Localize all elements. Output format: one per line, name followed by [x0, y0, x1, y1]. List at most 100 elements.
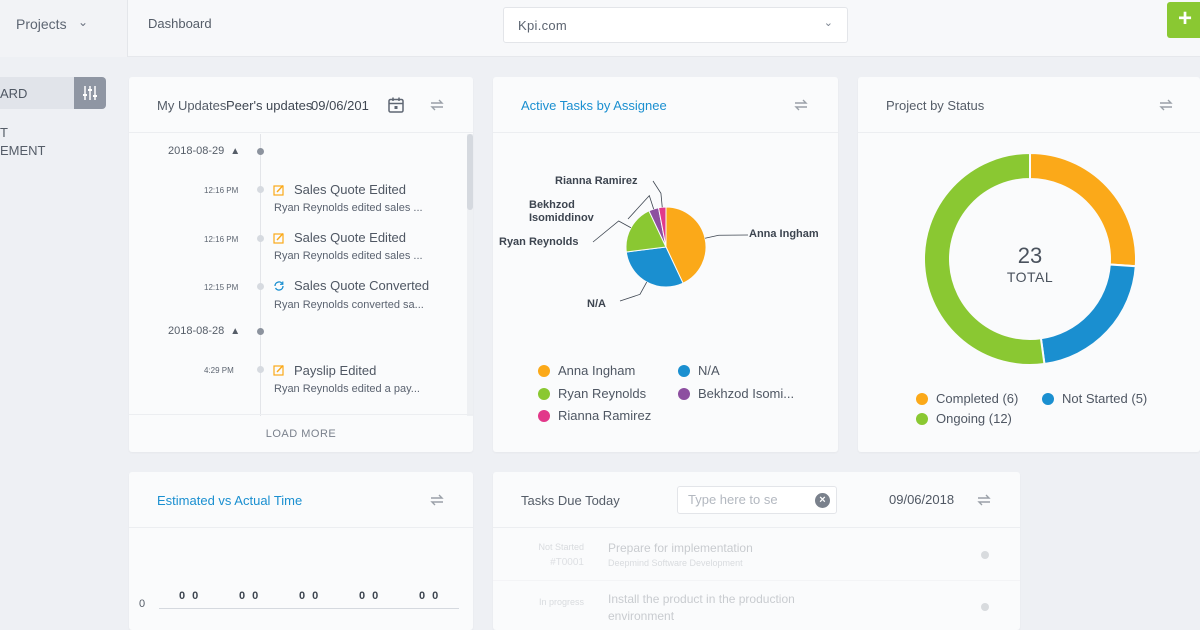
card-header: Active Tasks by Assignee — [493, 77, 838, 133]
legend-item[interactable]: Rianna Ramirez — [538, 408, 651, 423]
refresh-icon[interactable] — [975, 491, 993, 509]
event-time: 4:29 PM — [204, 366, 234, 375]
date-label: 2018-08-29 — [168, 145, 225, 157]
event-title[interactable]: Payslip Edited — [294, 363, 377, 378]
projects-dropdown[interactable]: Projects ⌄ — [0, 0, 128, 57]
legend-dot — [916, 393, 928, 405]
legend-item[interactable]: Ongoing (12) — [916, 411, 1012, 426]
bar-value-label: 0 0 — [419, 590, 441, 602]
task-search-input[interactable] — [688, 492, 808, 507]
edit-icon — [273, 185, 284, 196]
event-desc: Ryan Reynolds edited sales ... — [274, 250, 423, 262]
sidebar-item-text[interactable]: T — [0, 125, 8, 140]
task-status: In progress — [538, 597, 584, 607]
pie-slice[interactable] — [665, 206, 707, 284]
sidebar-item-dashboard[interactable]: ARD — [0, 77, 106, 109]
refresh-icon[interactable] — [428, 491, 446, 509]
legend-label: Ongoing (12) — [936, 411, 1012, 426]
timeline-line — [260, 134, 261, 416]
timeline-dot — [257, 283, 264, 290]
task-title: Install the product in the production — [608, 592, 795, 606]
active-tasks-card: Active Tasks by Assignee Rianna Ramirez … — [493, 77, 838, 452]
company-select[interactable]: Kpi.com ⌄ — [503, 7, 848, 43]
x-axis-line — [159, 608, 459, 609]
breadcrumb: Dashboard — [148, 16, 212, 31]
task-row[interactable]: In progress Install the product in the p… — [493, 581, 1020, 630]
sidebar-item-text[interactable]: EMENT — [0, 143, 46, 158]
legend-label: Anna Ingham — [558, 363, 636, 378]
card-header: Estimated vs Actual Time — [129, 472, 473, 528]
sliders-icon — [83, 86, 97, 100]
donut-center: 23 TOTAL — [940, 77, 1120, 397]
tab-peers-updates[interactable]: Peer's updates — [226, 98, 313, 113]
pie-slice[interactable] — [625, 246, 684, 288]
donut-total-label: TOTAL — [1006, 269, 1054, 285]
card-header: My Updates Peer's updates 09/06/201 — [129, 77, 473, 133]
event-desc: Ryan Reynolds edited sales ... — [274, 202, 423, 214]
legend-item[interactable]: N/A — [678, 363, 720, 378]
event-time: 12:15 PM — [204, 283, 239, 292]
legend-dot — [916, 413, 928, 425]
task-status-dot — [981, 603, 989, 611]
projects-dropdown-label: Projects — [16, 16, 67, 32]
load-more-button[interactable]: LOAD MORE — [129, 414, 473, 452]
event-title[interactable]: Sales Quote Edited — [294, 182, 407, 197]
card-title: Project by Status — [886, 98, 985, 113]
task-title-cont: environment — [608, 609, 675, 623]
chevron-up-icon: ▲ — [230, 326, 241, 337]
convert-icon — [274, 281, 284, 291]
task-row[interactable]: Not Started #T0001 Prepare for implement… — [493, 529, 1020, 581]
sliders-button[interactable] — [74, 77, 106, 109]
company-select-label: Kpi.com — [518, 18, 568, 33]
scrollbar-thumb[interactable] — [467, 134, 473, 210]
timeline-date[interactable]: 2018-08-29 ▲ — [168, 145, 240, 157]
card-header: Project by Status — [858, 77, 1200, 133]
pie-label-bekhzod: Bekhzod — [529, 199, 575, 211]
bar-value-label: 0 0 — [299, 590, 321, 602]
scrollbar[interactable] — [467, 134, 473, 416]
legend-item[interactable]: Bekhzod Isomi... — [678, 386, 794, 401]
refresh-icon[interactable] — [792, 96, 810, 114]
legend-item[interactable]: Completed (6) — [916, 391, 1018, 406]
timeline-dot — [257, 186, 264, 193]
top-bar: Projects ⌄ Dashboard Kpi.com ⌄ + — [0, 0, 1200, 57]
donut-slice[interactable] — [923, 151, 1046, 366]
date-label: 2018-08-28 — [168, 325, 225, 337]
active-tasks-pie — [592, 180, 749, 302]
timeline-dot — [257, 148, 264, 155]
card-header: Tasks Due Today × 09/06/2018 — [493, 472, 1020, 528]
legend-label: Bekhzod Isomi... — [698, 386, 795, 401]
chevron-down-icon: ⌄ — [78, 15, 89, 29]
event-title[interactable]: Sales Quote Edited — [294, 230, 407, 245]
legend-item[interactable]: Anna Ingham — [538, 363, 635, 378]
pie-leader-line — [704, 234, 749, 239]
event-title[interactable]: Sales Quote Converted — [294, 278, 430, 293]
legend-item[interactable]: Not Started (5) — [1042, 391, 1147, 406]
event-desc: Ryan Reynolds edited a pay... — [274, 383, 420, 395]
sidebar-item-label: ARD — [0, 86, 28, 101]
legend-dot — [1042, 393, 1054, 405]
legend-dot — [678, 388, 690, 400]
timeline-date[interactable]: 2018-08-28 ▲ — [168, 325, 240, 337]
card-title[interactable]: Active Tasks by Assignee — [521, 98, 667, 113]
calendar-icon[interactable] — [387, 96, 405, 114]
updates-date: 09/06/201 — [311, 98, 369, 113]
refresh-icon[interactable] — [1157, 96, 1175, 114]
pie-label-na: N/A — [587, 298, 606, 310]
tab-my-updates[interactable]: My Updates — [157, 98, 227, 113]
due-date[interactable]: 09/06/2018 — [889, 492, 955, 507]
project-status-card: Project by Status 23 TOTAL Completed (6)… — [858, 77, 1200, 452]
add-button[interactable]: + — [1167, 2, 1200, 38]
pie-slice[interactable] — [657, 206, 667, 248]
timeline-dot — [257, 235, 264, 242]
pie-leader-line — [619, 281, 648, 302]
legend-label: Completed (6) — [936, 391, 1019, 406]
chevron-down-icon: ⌄ — [823, 17, 833, 29]
refresh-icon[interactable] — [428, 96, 446, 114]
donut-total-number: 23 — [1017, 243, 1043, 268]
card-title[interactable]: Estimated vs Actual Time — [157, 493, 303, 508]
clear-search-icon[interactable]: × — [815, 493, 830, 508]
legend-dot — [678, 365, 690, 377]
event-time: 12:16 PM — [204, 186, 239, 195]
legend-item[interactable]: Ryan Reynolds — [538, 386, 646, 401]
